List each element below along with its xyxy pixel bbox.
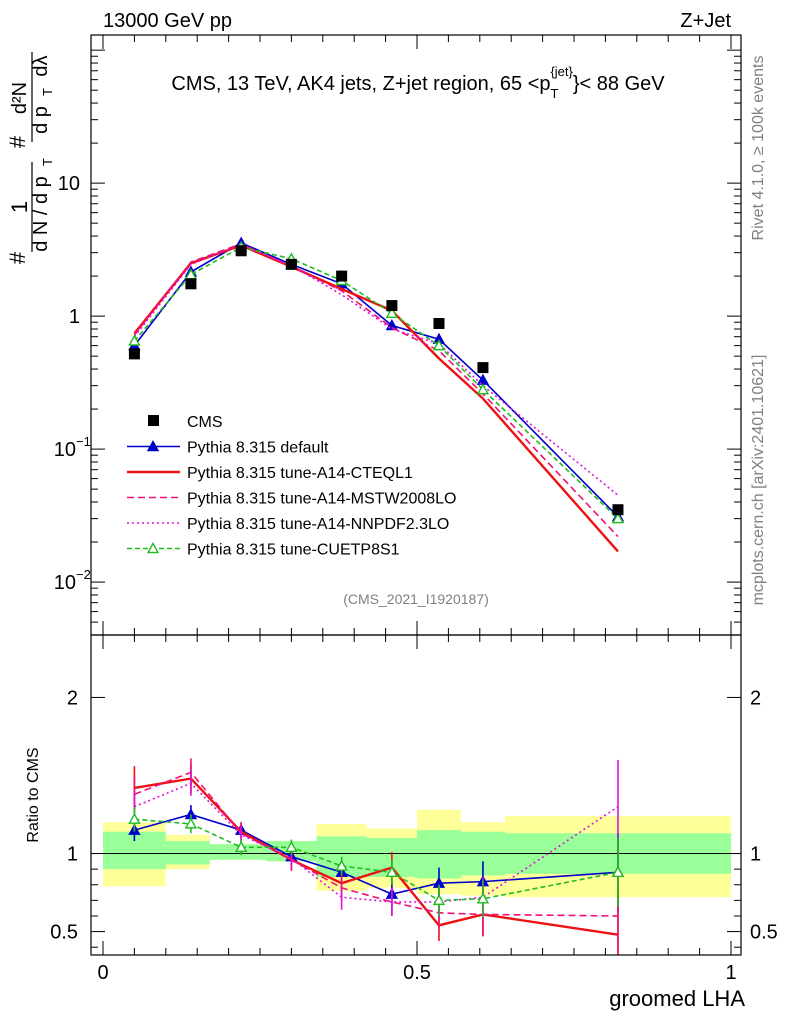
series-line-mstw	[133, 242, 619, 538]
data-point	[128, 348, 140, 360]
y-tick-label: 10	[54, 572, 76, 594]
data-point	[336, 270, 348, 282]
series-line-nnpdf	[133, 243, 619, 496]
legend-label-mstw: Pythia 8.315 tune-A14-MSTW2008LO	[187, 491, 456, 508]
y-tick-label-exponent: −2	[76, 567, 91, 582]
series-marker-cuetp8s1	[128, 334, 141, 346]
header-left: 13000 GeV pp	[103, 10, 232, 32]
top-data-points	[128, 245, 624, 516]
data-point	[433, 317, 445, 329]
series-line-cteql1	[133, 244, 619, 553]
rivet-label: Rivet 4.1.0, ≥ 100k events	[750, 56, 767, 241]
ylabel-hash-2: #	[5, 135, 30, 148]
ratio-marker-cuetp8s1	[611, 865, 625, 877]
header-right: Z+Jet	[680, 10, 731, 32]
ratio-marker-cuetp8s1	[184, 817, 198, 829]
data-point	[185, 278, 197, 290]
main-title-sub: T	[551, 86, 559, 101]
ratio-panel: 0 0.5 1 0.5 0.5 1 1 2 2	[50, 634, 778, 984]
legend-label-data: CMS	[187, 414, 223, 431]
top-series	[128, 236, 625, 553]
ratio-band-inner	[165, 841, 210, 865]
legend-label-default: Pythia 8.315 default	[187, 440, 329, 457]
main-title-prefix: CMS, 13 TeV, AK4 jets, Z+jet region, 65 …	[171, 73, 550, 95]
ratio-y-tick-label: 2	[67, 687, 78, 709]
series-marker-cuetp8s1	[432, 339, 446, 351]
data-point	[386, 300, 398, 312]
ylabel-den-2: d p	[30, 106, 52, 134]
ratio-marker-cuetp8s1	[476, 892, 490, 904]
ratio-y-tick-label-right: 2	[750, 687, 761, 709]
ratio-y-tick-label-right: 0.5	[750, 922, 778, 944]
data-point	[285, 258, 297, 270]
main-title: CMS, 13 TeV, AK4 jets, Z+jet region, 65 …	[171, 64, 665, 101]
mcplots-label: mcplots.cern.ch [arXiv:2401.10621]	[750, 355, 767, 606]
ylabel-dlambda: dλ	[30, 55, 52, 76]
series-marker-cuetp8s1	[476, 383, 490, 395]
ylabel-hash-1: #	[5, 251, 30, 264]
main-title-sup: {jet}	[550, 64, 573, 79]
axis-frame	[90, 634, 742, 956]
y-tick-label: 10	[58, 173, 80, 195]
series-marker-cuetp8s1	[611, 512, 625, 524]
ratio-series	[128, 758, 625, 955]
y-axis-label-ratio: Ratio to CMS	[25, 747, 42, 842]
ratio-marker-cuetp8s1	[285, 840, 298, 852]
y-axis-label-top: # 1 d N / d p T # d²N d p T dλ	[5, 52, 55, 264]
legend: CMS Pythia 8.315 default Pythia 8.315 tune…	[127, 414, 456, 559]
x-tick-label: 0.5	[403, 962, 431, 984]
analysis-watermark: (CMS_2021_I1920187)	[343, 591, 489, 607]
legend-marker-cuetp8s1	[146, 542, 160, 554]
main-title-suffix: }< 88 GeV	[573, 73, 665, 95]
x-tick-label: 0	[97, 962, 108, 984]
x-tick-label: 1	[725, 962, 736, 984]
ylabel-num-2: d²N	[9, 82, 31, 114]
ylabel-sub-t-1: T	[40, 158, 55, 166]
data-point	[612, 504, 624, 516]
ratio-marker-cuetp8s1	[335, 859, 348, 871]
data-point	[235, 245, 247, 257]
legend-marker-data	[148, 415, 159, 426]
legend-label-nnpdf: Pythia 8.315 tune-A14-NNPDF2.3LO	[187, 516, 449, 533]
ratio-marker-cuetp8s1	[128, 812, 141, 824]
ratio-line-nnpdf	[134, 782, 619, 903]
ratio-marker-cuetp8s1	[234, 840, 248, 852]
ratio-marker-cuetp8s1	[385, 865, 399, 877]
ylabel-den-1: d N / d p	[30, 176, 52, 252]
y-tick-label: 10	[54, 439, 76, 461]
legend-label-cuetp8s1: Pythia 8.315 tune-CUETP8S1	[187, 542, 400, 559]
ratio-marker-cuetp8s1	[432, 893, 446, 906]
data-point	[477, 362, 489, 374]
ratio-y-tick-label: 1	[67, 844, 78, 866]
ylabel-num-1: 1	[7, 201, 32, 213]
ratio-y-tick-label-right: 1	[750, 844, 761, 866]
ratio-axes: 0 0.5 1 0.5 0.5 1 1 2 2	[50, 634, 778, 984]
y-tick-label-exponent: −1	[76, 434, 91, 449]
ratio-y-tick-label: 0.5	[50, 922, 78, 944]
legend-marker-default	[146, 440, 160, 452]
x-axis-label: groomed LHA	[609, 986, 745, 1011]
series-marker-cuetp8s1	[385, 306, 399, 318]
legend-label-cteql1: Pythia 8.315 tune-A14-CTEQL1	[187, 465, 413, 482]
ylabel-sub-t-2: T	[40, 88, 55, 96]
y-tick-label: 1	[69, 306, 80, 328]
